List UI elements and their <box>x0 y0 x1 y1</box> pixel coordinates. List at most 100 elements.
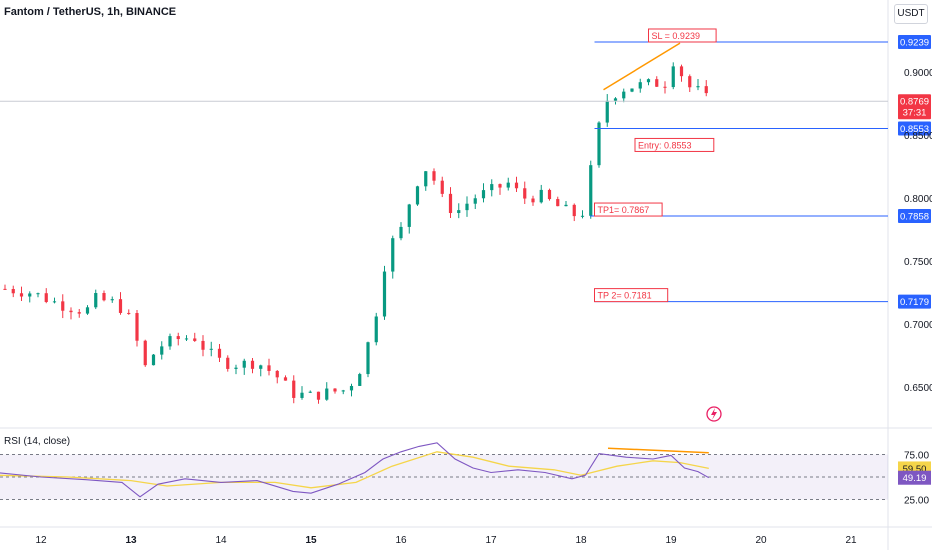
rsi-divergence-line <box>607 447 709 454</box>
last-price-countdown: 37:31 <box>903 108 927 119</box>
last-price-tag <box>898 94 931 120</box>
candle-body <box>3 288 7 290</box>
candle-body <box>333 388 337 392</box>
entry-price-tag <box>898 121 931 136</box>
candle-body <box>572 204 576 217</box>
candle-body <box>688 76 692 88</box>
price-tick-label: 0.7500 <box>904 257 932 268</box>
sl-price-tag-text: 0.9239 <box>900 37 929 48</box>
candle-body <box>589 165 593 216</box>
lightning-icon <box>706 406 722 422</box>
candle-body <box>94 293 98 308</box>
time-tick-label: 14 <box>215 535 227 546</box>
entry-price-tag-text: 0.8553 <box>900 124 929 135</box>
candle-body <box>110 299 114 301</box>
candle-body <box>341 390 345 392</box>
rsi-ma-line <box>0 451 709 489</box>
tp1-label-box <box>594 202 663 217</box>
time-tick-label: 13 <box>125 535 137 546</box>
candle-body <box>151 354 156 366</box>
candle-body <box>11 289 15 294</box>
candle-body <box>85 307 90 314</box>
candle-body <box>597 122 601 166</box>
tp1-price-tag-text: 0.7858 <box>900 212 929 223</box>
time-tick-label: 19 <box>665 535 677 546</box>
candle-body <box>382 271 387 317</box>
entry-label-box <box>634 137 715 152</box>
candle-body <box>646 79 651 83</box>
tp1-price-tag <box>898 209 931 224</box>
candle-body <box>325 388 329 400</box>
candle-body <box>226 357 230 369</box>
candle-body <box>292 380 296 398</box>
candle-body <box>457 210 461 214</box>
candle-body <box>514 182 519 189</box>
candle-body <box>242 360 246 368</box>
axes: 0.9000 0.8500 0.8000 0.7500 0.7000 0.6500 12 13… <box>35 68 932 546</box>
rsi-tick-label: 75.00 <box>904 451 929 462</box>
time-tick-label: 18 <box>575 535 587 546</box>
price-tick-label: 0.7000 <box>904 320 932 331</box>
entry-label: Entry: 0.8553 <box>638 140 692 150</box>
currency-button[interactable]: USDT <box>894 4 928 24</box>
candle-body <box>432 171 436 181</box>
candle-body <box>52 301 57 303</box>
time-tick-label: 17 <box>485 535 497 546</box>
price-tick-label: 0.6500 <box>904 383 932 394</box>
candle-body <box>69 310 73 313</box>
tp2-price-tag <box>898 294 931 309</box>
candle-body <box>630 88 634 92</box>
candle-body <box>481 190 486 199</box>
candle-body <box>506 182 510 188</box>
candle-body <box>135 313 139 341</box>
candle-body <box>201 340 205 350</box>
rsi-ma-tag-text: 59.50 <box>903 464 927 475</box>
candle-body <box>473 198 477 204</box>
candles <box>3 62 708 404</box>
candle-body <box>391 238 395 272</box>
candle-body <box>28 293 32 297</box>
candle-body <box>415 186 420 205</box>
candle-body <box>36 293 40 295</box>
candle-body <box>217 348 222 358</box>
candle-body <box>308 391 312 393</box>
candle-body <box>61 301 65 311</box>
candle-body <box>283 377 288 381</box>
candle-body <box>679 66 684 77</box>
candle-body <box>622 91 626 99</box>
candle-body <box>316 391 321 400</box>
sl-label: SL = 0.9239 <box>652 31 700 41</box>
candle-body <box>77 312 81 314</box>
price-tick-label: 0.9000 <box>904 68 932 79</box>
sl-price-tag <box>898 34 931 49</box>
time-tick-label: 12 <box>35 535 47 546</box>
lightning-icon-bolt <box>711 408 717 420</box>
candle-body <box>523 188 527 199</box>
candle-body <box>638 82 642 89</box>
candle-body <box>556 199 560 207</box>
chart-title: Fantom / TetherUS, 1h, BINANCE <box>4 6 177 18</box>
price-tick-label: 0.8500 <box>904 131 932 142</box>
candle-body <box>440 180 444 194</box>
candle-body <box>193 338 197 341</box>
candle-body <box>366 342 370 375</box>
candle-body <box>407 204 411 227</box>
rsi-value-tag-text: 49.19 <box>903 473 927 484</box>
candle-body <box>184 338 189 340</box>
candle-body <box>424 171 428 187</box>
candle-body <box>655 79 659 87</box>
rsi-title: RSI (14, close) <box>4 436 71 447</box>
candle-body <box>259 365 263 369</box>
candle-body <box>19 293 24 297</box>
time-tick-label: 20 <box>755 535 767 546</box>
candle-body <box>547 189 552 200</box>
candle-body <box>448 193 453 214</box>
candle-body <box>102 293 106 301</box>
candle-body <box>605 100 609 123</box>
last-price-value: 0.8769 <box>900 97 929 108</box>
sl-label-box <box>648 28 717 43</box>
candle-body <box>399 226 403 239</box>
candle-body <box>176 336 180 340</box>
